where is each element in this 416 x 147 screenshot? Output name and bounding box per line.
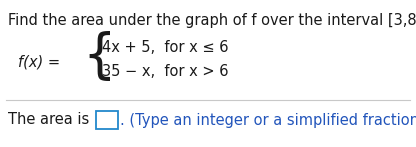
Text: f(x) =: f(x) = — [18, 55, 60, 70]
Text: The area is: The area is — [8, 112, 89, 127]
Text: 35 − x,  for x > 6: 35 − x, for x > 6 — [102, 65, 228, 80]
Text: 4x + 5,  for x ≤ 6: 4x + 5, for x ≤ 6 — [102, 40, 228, 55]
Text: Find the area under the graph of f over the interval [3,8].: Find the area under the graph of f over … — [8, 13, 416, 28]
Text: . (Type an integer or a simplified fraction.): . (Type an integer or a simplified fract… — [120, 112, 416, 127]
Text: {: { — [82, 31, 116, 83]
FancyBboxPatch shape — [96, 111, 118, 129]
